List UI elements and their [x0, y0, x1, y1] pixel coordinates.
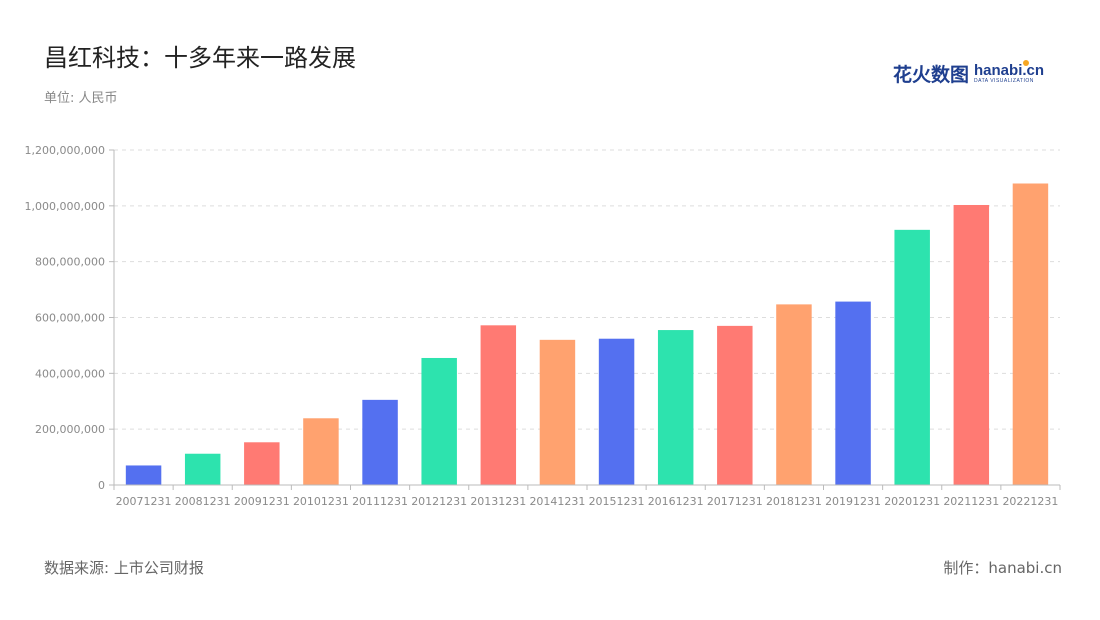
y-tick-label: 1,200,000,000	[25, 144, 105, 157]
bar-20111231[interactable]	[362, 399, 398, 485]
logo-spark-icon	[1023, 60, 1029, 66]
logo-en-block: hanabi.cn DATA VISUALIZATION	[974, 63, 1044, 84]
x-tick-label: 20221231	[1002, 495, 1058, 508]
x-tick-label: 20131231	[470, 495, 526, 508]
x-tick-label: 20211231	[943, 495, 999, 508]
x-tick-label: 20091231	[234, 495, 290, 508]
x-tick-label: 20151231	[589, 495, 645, 508]
x-tick-label: 20161231	[648, 495, 704, 508]
x-tick-label: 20141231	[529, 495, 585, 508]
credit-label: 制作：hanabi.cn	[943, 559, 1062, 577]
chart-title: 昌红科技：十多年来一路发展	[44, 44, 356, 72]
x-tick-label: 20181231	[766, 495, 822, 508]
bar-20171231[interactable]	[717, 325, 753, 485]
y-tick-label: 800,000,000	[35, 256, 105, 269]
y-tick-label: 200,000,000	[35, 423, 105, 436]
x-tick-label: 20081231	[175, 495, 231, 508]
bar-20181231[interactable]	[776, 304, 812, 485]
data-source: 数据来源: 上市公司财报	[44, 559, 204, 577]
bar-20071231[interactable]	[125, 465, 162, 485]
logo-cn-text: 花火数图	[893, 63, 970, 86]
y-tick-label: 0	[98, 479, 105, 492]
x-tick-label: 20121231	[411, 495, 467, 508]
bar-20221231[interactable]	[1012, 183, 1049, 486]
logo-tagline: DATA VISUALIZATION	[974, 77, 1034, 84]
bar-20121231[interactable]	[421, 357, 457, 485]
x-tick-label: 20191231	[825, 495, 881, 508]
bar-20151231[interactable]	[598, 338, 635, 485]
x-axis: 20071231 20081231 20091231 20101231 20111231…	[113, 484, 1061, 508]
x-tick-label: 20071231	[116, 495, 172, 508]
logo-en-text: hanabi.cn	[974, 61, 1045, 79]
bar-20211231[interactable]	[953, 204, 990, 485]
unit-label: 单位: 人民币	[44, 91, 118, 106]
bar-20141231[interactable]	[539, 339, 576, 485]
y-tick-label: 400,000,000	[35, 367, 105, 380]
bar-20131231[interactable]	[480, 325, 517, 485]
y-tick-label: 600,000,000	[35, 312, 105, 325]
brand-logo: 花火数图 hanabi.cn DATA VISUALIZATION	[893, 60, 1044, 86]
bar-series	[125, 183, 1049, 486]
bar-20101231[interactable]	[303, 418, 339, 485]
bar-20191231[interactable]	[835, 301, 871, 485]
bar-20201231[interactable]	[894, 229, 930, 485]
grid-layer	[114, 149, 1060, 430]
x-tick-label: 20101231	[293, 495, 349, 508]
y-axis: 0 200,000,000 400,000,000 600,000,000 800,00…	[25, 144, 115, 492]
bar-20161231[interactable]	[657, 330, 694, 485]
x-tick-label: 20201231	[884, 495, 940, 508]
y-tick-label: 1,000,000,000	[25, 200, 105, 213]
x-tick-label: 20111231	[352, 495, 408, 508]
x-tick-label: 20171231	[707, 495, 763, 508]
bar-20081231[interactable]	[184, 453, 221, 485]
bar-20091231[interactable]	[244, 442, 280, 485]
